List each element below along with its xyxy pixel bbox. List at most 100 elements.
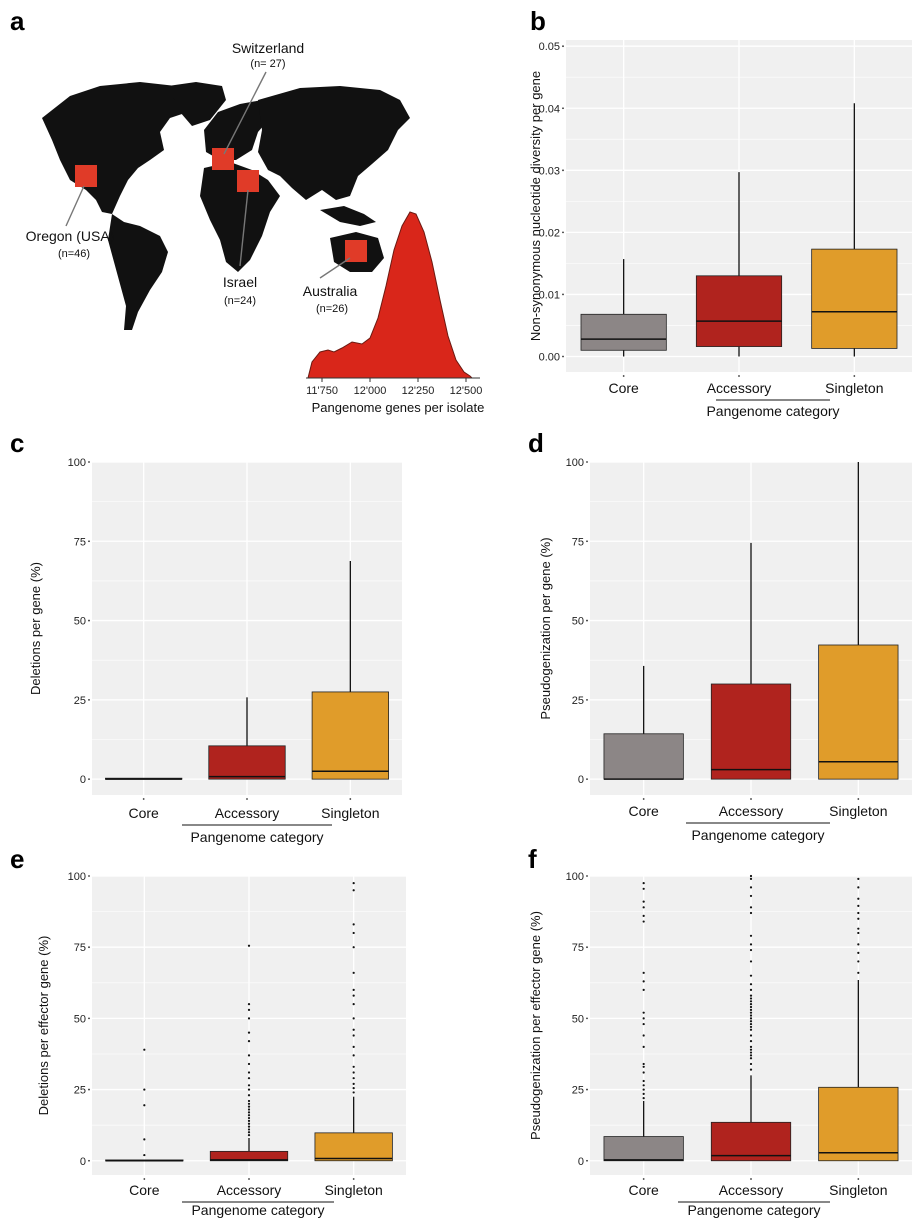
- outlier-point: [749, 983, 753, 986]
- outlier-point: [352, 1017, 355, 1020]
- outlier-point: [642, 980, 645, 983]
- outlier-point: [642, 1022, 645, 1026]
- outlier-point: [247, 1008, 251, 1011]
- y-tick-mark: [88, 461, 90, 463]
- outlier-point: [749, 988, 753, 992]
- y-tick-mark: [562, 45, 564, 48]
- y-tick-mark: [88, 1088, 90, 1091]
- y-tick-label: 100: [566, 457, 584, 469]
- y-tick-label: 0.01: [539, 289, 560, 301]
- continent-greenland: [168, 82, 226, 126]
- density-xlabel: Pangenome genes per isolate: [312, 400, 485, 415]
- outlier-point: [857, 877, 860, 880]
- outlier-point: [749, 994, 753, 997]
- box-core: [580, 313, 667, 351]
- site-label-oregon: Oregon (USA): [26, 228, 115, 244]
- outlier-point: [247, 1084, 251, 1087]
- outlier-point: [857, 951, 860, 954]
- site-label-australia: Australia: [303, 283, 358, 299]
- outlier-point: [749, 1062, 753, 1066]
- outlier-point: [749, 1011, 753, 1014]
- y-tick-label: 0: [80, 1156, 86, 1168]
- outlier-point: [749, 1068, 753, 1071]
- y-tick-label: 0: [80, 774, 86, 786]
- y-axis-label: Non-synonymous nucleotide diversity per …: [528, 71, 543, 341]
- outlier-point: [642, 1088, 645, 1091]
- outlier-point: [247, 1102, 251, 1105]
- y-tick-label: 0: [578, 1156, 584, 1168]
- density-tick-label: 12'000: [354, 385, 387, 397]
- y-tick-label: 0.04: [539, 103, 560, 115]
- y-axis-label: Deletions per gene (%): [28, 562, 43, 695]
- outlier-point: [352, 1028, 355, 1031]
- continent-south-america: [108, 214, 168, 330]
- box-singleton: [811, 248, 898, 349]
- outlier-point: [749, 1028, 753, 1031]
- y-tick-label: 0.03: [539, 165, 560, 177]
- y-tick-label: 75: [74, 942, 86, 954]
- y-tick-label: 75: [572, 942, 584, 954]
- category-label-accessory: Accessory: [707, 380, 772, 396]
- y-tick-mark: [562, 169, 564, 172]
- y-tick-label: 0.05: [539, 41, 560, 53]
- continent-asia: [258, 86, 410, 200]
- outlier-point: [857, 897, 860, 900]
- y-tick-mark: [562, 231, 564, 234]
- category-label-core: Core: [608, 380, 639, 396]
- boxplot-panel-f: 0 25 50 75 100 Core Accessory Singleton Pangenom…: [528, 871, 912, 1218]
- y-tick-mark: [88, 698, 90, 701]
- outlier-point: [642, 971, 645, 974]
- site-n-switzerland: (n= 27): [250, 58, 285, 70]
- continent-africa: [200, 162, 280, 272]
- outlier-point: [642, 882, 645, 885]
- outlier-point: [352, 946, 355, 949]
- outlier-point: [352, 971, 355, 974]
- y-tick-mark: [88, 778, 90, 781]
- outlier-point: [352, 1071, 355, 1074]
- outlier-point: [749, 974, 753, 977]
- y-axis-label: Pseudogenization per effector gene (%): [528, 911, 543, 1140]
- outlier-point: [247, 1062, 251, 1066]
- outlier-point: [247, 1134, 251, 1137]
- outlier-point: [247, 1077, 251, 1080]
- density-inset: 11'750 12'000 12'250 12'500 Pangenome genes…: [306, 211, 485, 415]
- outlier-point: [247, 1114, 251, 1117]
- site-n-israel: (n=24): [224, 295, 256, 307]
- y-tick-mark: [586, 698, 588, 701]
- outlier-point: [352, 988, 355, 992]
- outlier-point: [749, 948, 753, 952]
- y-tick-mark: [586, 1159, 588, 1162]
- y-tick-label: 100: [566, 871, 584, 883]
- outlier-point: [247, 1071, 251, 1074]
- site-n-australia: (n=26): [316, 303, 348, 315]
- continent-north-america: [42, 82, 194, 214]
- continent-southeast-asia: [320, 206, 376, 226]
- outlier-point: [143, 1138, 146, 1141]
- box-singleton: [818, 644, 899, 780]
- y-tick-label: 100: [68, 871, 86, 883]
- y-tick-mark: [88, 946, 90, 949]
- box-singleton: [818, 1086, 899, 1162]
- outlier-point: [352, 1087, 355, 1090]
- category-label-core: Core: [628, 1182, 659, 1198]
- outlier-point: [749, 1045, 753, 1048]
- panel-letter-c: c: [10, 428, 24, 458]
- outlier-point: [749, 1040, 753, 1043]
- marker-israel: [237, 170, 259, 192]
- outlier-point: [857, 931, 860, 935]
- y-tick-label: 25: [572, 1085, 584, 1097]
- y-tick-mark: [586, 461, 588, 463]
- outlier-point: [749, 960, 753, 963]
- outlier-point: [749, 943, 753, 946]
- outlier-point: [749, 1022, 753, 1026]
- y-tick-mark: [586, 540, 588, 543]
- y-tick-label: 75: [572, 536, 584, 548]
- category-label-accessory: Accessory: [217, 1182, 282, 1198]
- x-tick-mark: [857, 1178, 860, 1180]
- y-axis-label: Deletions per effector gene (%): [36, 936, 51, 1116]
- y-axis-label: Pseudogenization per gene (%): [538, 537, 553, 719]
- outlier-point: [352, 1003, 355, 1006]
- x-tick-mark: [246, 798, 248, 800]
- boxplot-panel-c: 0 25 50 75 100 Core Accessory Singleton Pangenom…: [28, 457, 402, 845]
